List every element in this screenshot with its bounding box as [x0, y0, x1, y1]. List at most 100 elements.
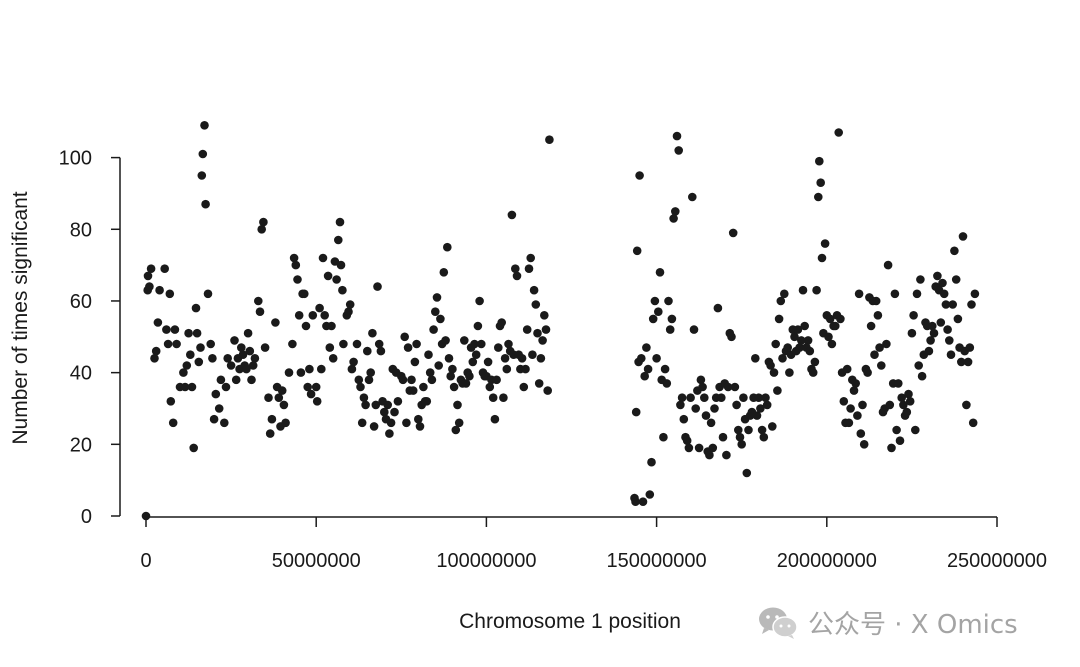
data-point — [300, 289, 309, 299]
data-point — [793, 325, 803, 334]
data-point — [834, 128, 843, 137]
y-tick-label: 20 — [70, 434, 92, 456]
data-point — [805, 346, 815, 356]
data-point — [665, 325, 675, 334]
data-point — [536, 354, 546, 363]
data-point — [816, 178, 825, 187]
data-point — [897, 393, 906, 403]
data-point — [414, 414, 423, 424]
data-point — [814, 192, 823, 202]
data-point — [756, 404, 765, 413]
data-point — [485, 382, 495, 392]
data-point — [640, 371, 649, 381]
data-point — [209, 414, 219, 424]
data-point — [752, 411, 762, 420]
data-point — [291, 260, 301, 270]
data-point — [933, 271, 942, 281]
data-point — [363, 346, 372, 356]
data-point — [180, 382, 190, 392]
data-point — [853, 411, 862, 420]
data-point — [306, 389, 316, 399]
y-tick-label: 80 — [70, 219, 92, 241]
data-point — [361, 400, 370, 410]
data-point — [946, 350, 956, 360]
y-tick-label: 40 — [70, 363, 92, 385]
data-point — [682, 436, 692, 446]
data-point — [929, 328, 939, 338]
data-point — [642, 343, 651, 352]
data-point — [200, 121, 209, 130]
data-point — [443, 242, 452, 252]
data-point — [780, 289, 789, 299]
data-point — [669, 214, 678, 223]
data-point — [713, 303, 723, 313]
data-point — [631, 407, 641, 417]
data-point — [717, 393, 726, 403]
data-point — [895, 436, 905, 446]
data-point — [162, 325, 171, 334]
data-point — [289, 253, 299, 263]
data-point — [517, 354, 527, 363]
data-point — [194, 357, 204, 367]
x-tick-label: 100000000 — [436, 550, 536, 572]
data-point — [248, 361, 258, 370]
data-point — [507, 210, 517, 220]
data-point — [800, 321, 809, 331]
data-point — [526, 253, 535, 263]
data-point — [419, 382, 428, 392]
data-point — [500, 354, 510, 363]
data-point — [909, 311, 918, 320]
data-point — [672, 131, 682, 141]
y-ticks: 0 20 40 60 80 100 — [59, 148, 120, 528]
data-point — [783, 343, 792, 352]
x-axis: 0 50000000 100000000 150000000 200000000 2500… — [140, 516, 1047, 572]
data-point — [488, 393, 498, 403]
data-point — [655, 268, 665, 277]
data-point — [473, 321, 483, 331]
data-point — [691, 404, 700, 413]
data-point — [301, 321, 311, 331]
data-point — [242, 364, 251, 374]
data-point — [737, 440, 746, 449]
data-point — [410, 357, 420, 367]
data-point — [883, 260, 893, 270]
data-point — [742, 468, 752, 478]
data-point — [470, 339, 479, 349]
data-point — [688, 192, 697, 202]
data-point — [198, 149, 208, 159]
data-point — [366, 368, 376, 377]
data-point — [660, 364, 670, 374]
data-point — [632, 246, 642, 256]
data-point — [260, 343, 270, 352]
data-point — [951, 275, 961, 284]
data-point — [846, 404, 855, 413]
data-point — [790, 332, 799, 342]
data-point — [425, 368, 435, 377]
data-point — [424, 350, 433, 360]
data-point — [894, 379, 903, 388]
data-point — [771, 339, 780, 349]
data-point — [948, 300, 957, 309]
data-point — [912, 289, 922, 299]
data-point — [465, 371, 474, 381]
data-point — [902, 407, 912, 417]
data-point — [436, 314, 445, 324]
data-point — [754, 393, 763, 403]
data-point — [875, 343, 884, 352]
data-point — [533, 328, 542, 338]
data-point — [415, 422, 425, 431]
data-point — [696, 375, 706, 385]
data-point — [662, 379, 672, 388]
data-point — [645, 490, 655, 499]
data-point — [728, 228, 738, 238]
data-point — [911, 425, 920, 435]
data-point — [751, 354, 760, 363]
data-point — [735, 432, 745, 442]
data-point — [643, 364, 653, 374]
data-point — [757, 425, 767, 435]
data-point — [446, 371, 456, 381]
data-point — [434, 361, 444, 370]
data-point — [963, 357, 973, 367]
data-point — [531, 300, 541, 309]
